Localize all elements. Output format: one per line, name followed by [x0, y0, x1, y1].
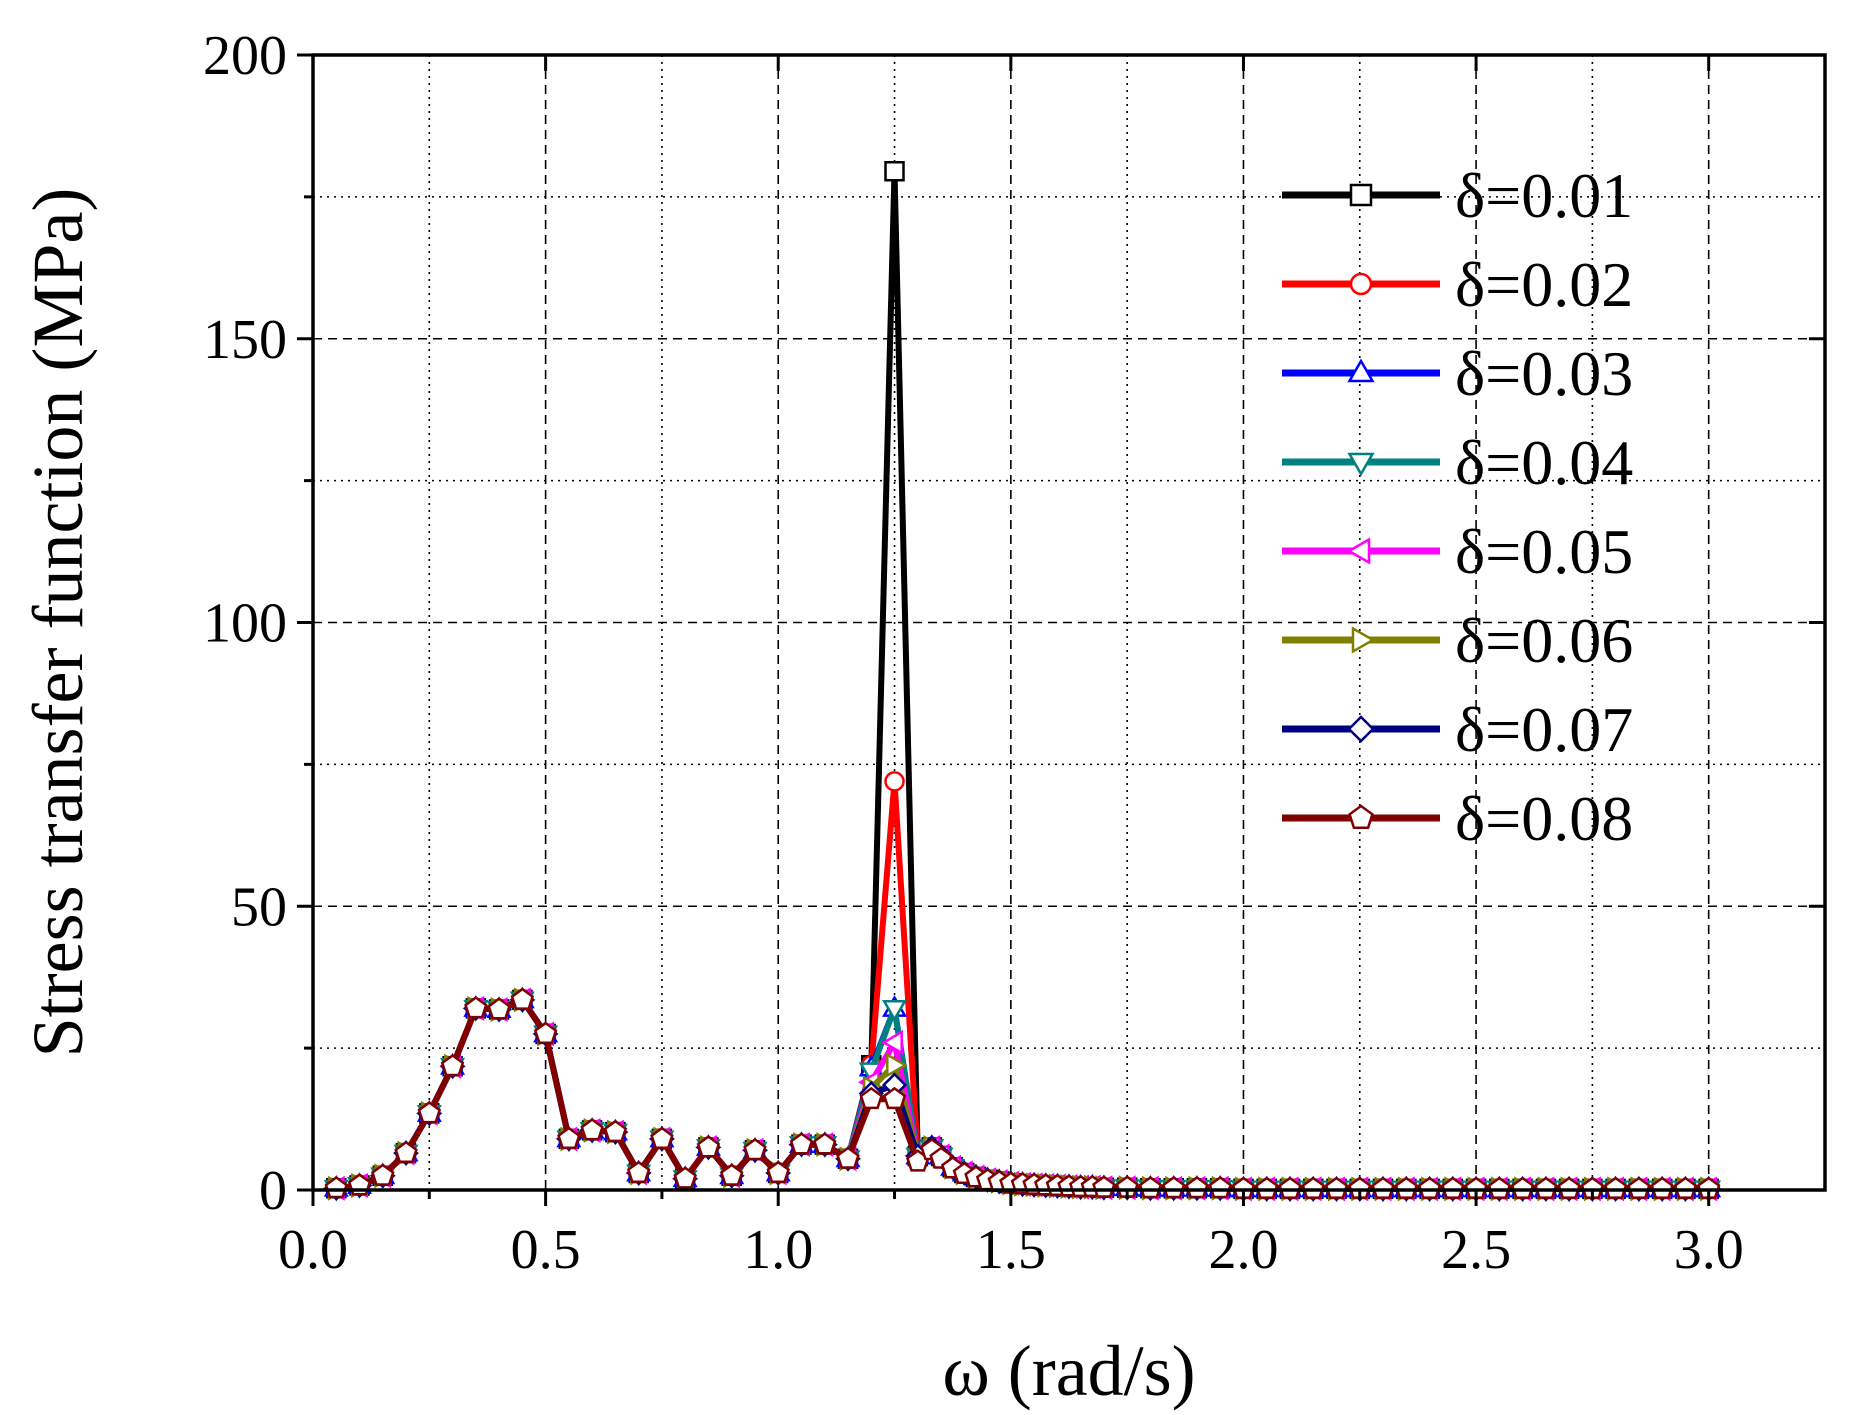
axis-ticks: 0.0 0.5 1.0 1.5 2.0 2.5 3.0 0 50 100 150 200: [203, 25, 1825, 1281]
legend-item: δ=0.05: [1282, 516, 1633, 587]
grid-lines: [313, 55, 1825, 1190]
legend-item: δ=0.06: [1282, 605, 1633, 676]
data-point: [1185, 1175, 1209, 1199]
data-point: [1441, 1176, 1465, 1199]
data-point: [510, 987, 535, 1010]
data-point: [673, 1166, 697, 1189]
legend-label: δ=0.02: [1455, 249, 1633, 320]
legend-marker: [1347, 715, 1375, 743]
x-tick-label: 1.5: [976, 1219, 1046, 1281]
data-point: [881, 1029, 903, 1055]
legend-label: δ=0.06: [1455, 605, 1633, 676]
x-tick-label: 0.5: [511, 1219, 581, 1281]
data-point: [464, 996, 488, 1019]
data-point: [417, 1101, 442, 1124]
data-point: [1487, 1176, 1512, 1199]
data-point: [533, 1021, 558, 1044]
y-tick-label: 150: [203, 309, 287, 371]
data-point: [743, 1137, 767, 1161]
data-point: [886, 1052, 908, 1078]
legend-marker: [1347, 358, 1375, 383]
data-point: [882, 1086, 907, 1110]
data-point: [324, 1175, 348, 1199]
legend: δ=0.01 δ=0.02 δ=0.03 δ=0.04 δ=0.05 δ=0.06 δ=0.…: [1282, 160, 1633, 854]
legend-label: δ=0.07: [1455, 694, 1633, 765]
legend-item: δ=0.04: [1282, 427, 1633, 498]
data-point: [1255, 1176, 1279, 1199]
legend-label: δ=0.08: [1455, 783, 1633, 854]
legend-marker: [1349, 183, 1373, 207]
data-point: [1417, 1176, 1442, 1199]
legend-label: δ=0.04: [1455, 427, 1633, 498]
data-point: [557, 1126, 581, 1149]
data-point: [1510, 1176, 1535, 1199]
data-point: [603, 1119, 628, 1143]
data-point: [1394, 1176, 1419, 1199]
data-point: [371, 1163, 395, 1186]
x-tick-label: 2.5: [1441, 1219, 1511, 1281]
y-tick-label: 50: [231, 876, 287, 938]
data-point: [1301, 1176, 1325, 1199]
data-point: [580, 1118, 604, 1141]
data-point: [836, 1146, 860, 1169]
data-point: [884, 771, 905, 792]
data-point: [884, 161, 905, 182]
data-point: [696, 1135, 721, 1158]
y-axis-title: Stress transfer function (MPa): [18, 188, 98, 1058]
legend-marker: [1348, 804, 1374, 829]
data-point: [789, 1132, 814, 1155]
data-point: [1138, 1175, 1163, 1199]
data-point: [487, 997, 511, 1020]
y-tick-label: 200: [203, 25, 287, 87]
data-point: [1650, 1176, 1674, 1199]
legend-item: δ=0.07: [1282, 694, 1633, 765]
legend-label: δ=0.05: [1455, 516, 1633, 587]
data-point: [1673, 1176, 1698, 1199]
legend-item: δ=0.02: [1282, 249, 1633, 320]
data-point: [1278, 1176, 1302, 1199]
data-point: [1627, 1176, 1651, 1199]
data-point: [882, 999, 908, 1022]
data-point: [650, 1126, 674, 1149]
y-tick-label: 0: [259, 1160, 287, 1222]
legend-marker: [1349, 272, 1373, 296]
data-point: [1557, 1176, 1581, 1199]
data-point: [813, 1132, 837, 1155]
x-tick-label: 1.0: [743, 1219, 813, 1281]
legend-item: δ=0.03: [1282, 338, 1633, 409]
x-axis-title: ω (rad/s): [942, 1331, 1195, 1411]
legend-marker: [1347, 452, 1375, 477]
legend-item: δ=0.01: [1282, 160, 1633, 231]
x-tick-label: 3.0: [1674, 1219, 1744, 1281]
x-tick-label: 0.0: [278, 1219, 348, 1281]
data-point: [859, 1086, 883, 1110]
legend-label: δ=0.03: [1455, 338, 1633, 409]
data-point: [1161, 1175, 1186, 1199]
data-point: [1208, 1175, 1232, 1199]
data-point: [440, 1053, 465, 1077]
data-point: [626, 1160, 651, 1183]
data-point: [1534, 1176, 1558, 1199]
x-tick-label: 2.0: [1208, 1219, 1278, 1281]
data-point: [1324, 1176, 1349, 1199]
data-point: [1371, 1176, 1395, 1199]
data-point: [766, 1160, 790, 1183]
y-tick-label: 100: [203, 593, 287, 655]
legend-label: δ=0.01: [1455, 160, 1633, 231]
data-point: [1603, 1176, 1628, 1199]
data-point: [719, 1163, 744, 1186]
legend-marker: [1346, 537, 1371, 565]
legend-item: δ=0.08: [1282, 783, 1633, 854]
legend-marker: [1351, 626, 1376, 654]
data-point: [394, 1140, 418, 1164]
